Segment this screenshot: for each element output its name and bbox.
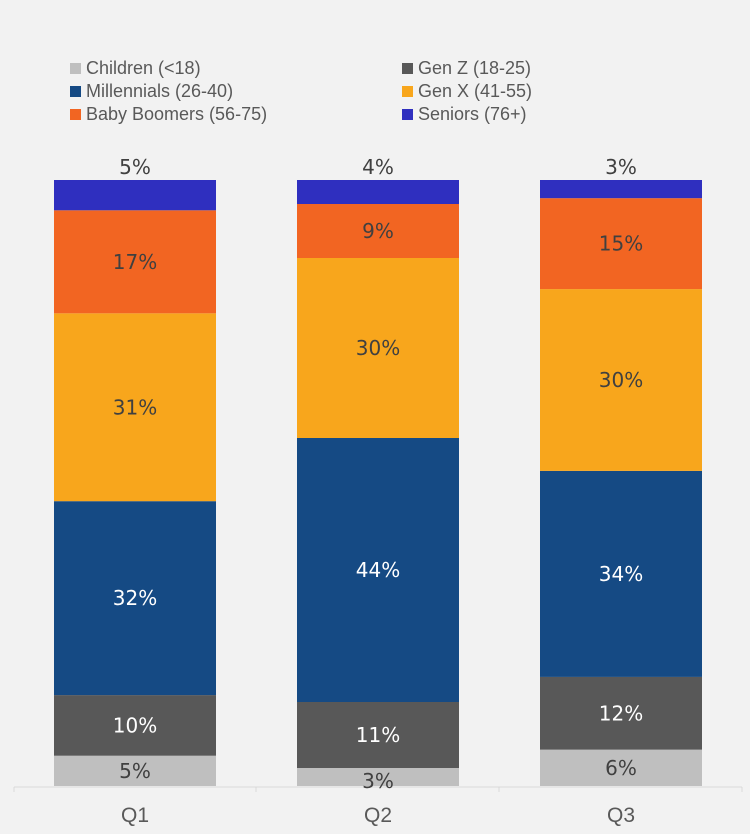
legend-swatch	[70, 109, 81, 120]
legend-swatch	[402, 63, 413, 74]
legend-item: Seniors (76+)	[402, 103, 592, 126]
bar-segment	[540, 289, 702, 471]
bar-segment	[54, 313, 216, 502]
data-label: 4%	[362, 155, 394, 179]
legend-label: Millennials (26-40)	[86, 81, 234, 101]
bar-segment	[540, 198, 702, 290]
bar-segment	[54, 695, 216, 756]
x-tick-label: Q3	[607, 804, 635, 827]
bar-segment	[540, 676, 702, 750]
data-label: 32%	[113, 586, 157, 610]
bar-segment	[54, 501, 216, 696]
bar-segment	[540, 749, 702, 786]
legend-item: Millennials (26-40)	[70, 80, 402, 103]
bar-segment	[297, 768, 459, 786]
legend-label: Seniors (76+)	[418, 104, 527, 124]
data-label: 10%	[113, 713, 157, 737]
legend: Children (<18) Gen Z (18-25) Millennials (…	[70, 57, 590, 126]
data-label: 3%	[605, 155, 637, 179]
data-label: 30%	[356, 336, 400, 360]
data-label: 9%	[362, 219, 394, 243]
legend-swatch	[402, 109, 413, 120]
legend-label: Gen Z (18-25)	[418, 58, 532, 78]
legend-label: Gen X (41-55)	[418, 81, 533, 101]
bar-segment	[54, 210, 216, 314]
legend-label: Children (<18)	[86, 58, 201, 78]
data-label: 6%	[605, 756, 637, 780]
bar-segment	[540, 470, 702, 677]
legend-item: Baby Boomers (56-75)	[70, 103, 402, 126]
legend-item: Gen Z (18-25)	[402, 57, 592, 80]
x-tick-label: Q2	[364, 804, 392, 827]
bar-segment	[297, 180, 459, 204]
bar-segment	[297, 204, 459, 258]
legend-item: Children (<18)	[70, 57, 402, 80]
legend-swatch	[70, 63, 81, 74]
x-tick-label: Q1	[121, 804, 149, 827]
data-label: 3%	[362, 769, 394, 793]
data-label: 30%	[599, 368, 643, 392]
data-label: 17%	[113, 250, 157, 274]
bar-segment	[54, 755, 216, 786]
bar-segment	[297, 702, 459, 768]
data-label: 11%	[356, 723, 400, 747]
bar-segment	[297, 438, 459, 702]
legend-swatch	[402, 86, 413, 97]
bar-segment	[54, 180, 216, 211]
legend-label: Baby Boomers (56-75)	[86, 104, 268, 124]
legend-swatch	[70, 86, 81, 97]
bar-segment	[540, 180, 702, 199]
data-label: 12%	[599, 701, 643, 725]
data-label: 5%	[119, 155, 151, 179]
data-label: 34%	[599, 562, 643, 586]
data-label: 44%	[356, 558, 400, 582]
bar-segment	[297, 258, 459, 438]
legend-item: Gen X (41-55)	[402, 80, 592, 103]
data-label: 15%	[599, 232, 643, 256]
data-label: 5%	[119, 759, 151, 783]
data-label: 31%	[113, 395, 157, 419]
